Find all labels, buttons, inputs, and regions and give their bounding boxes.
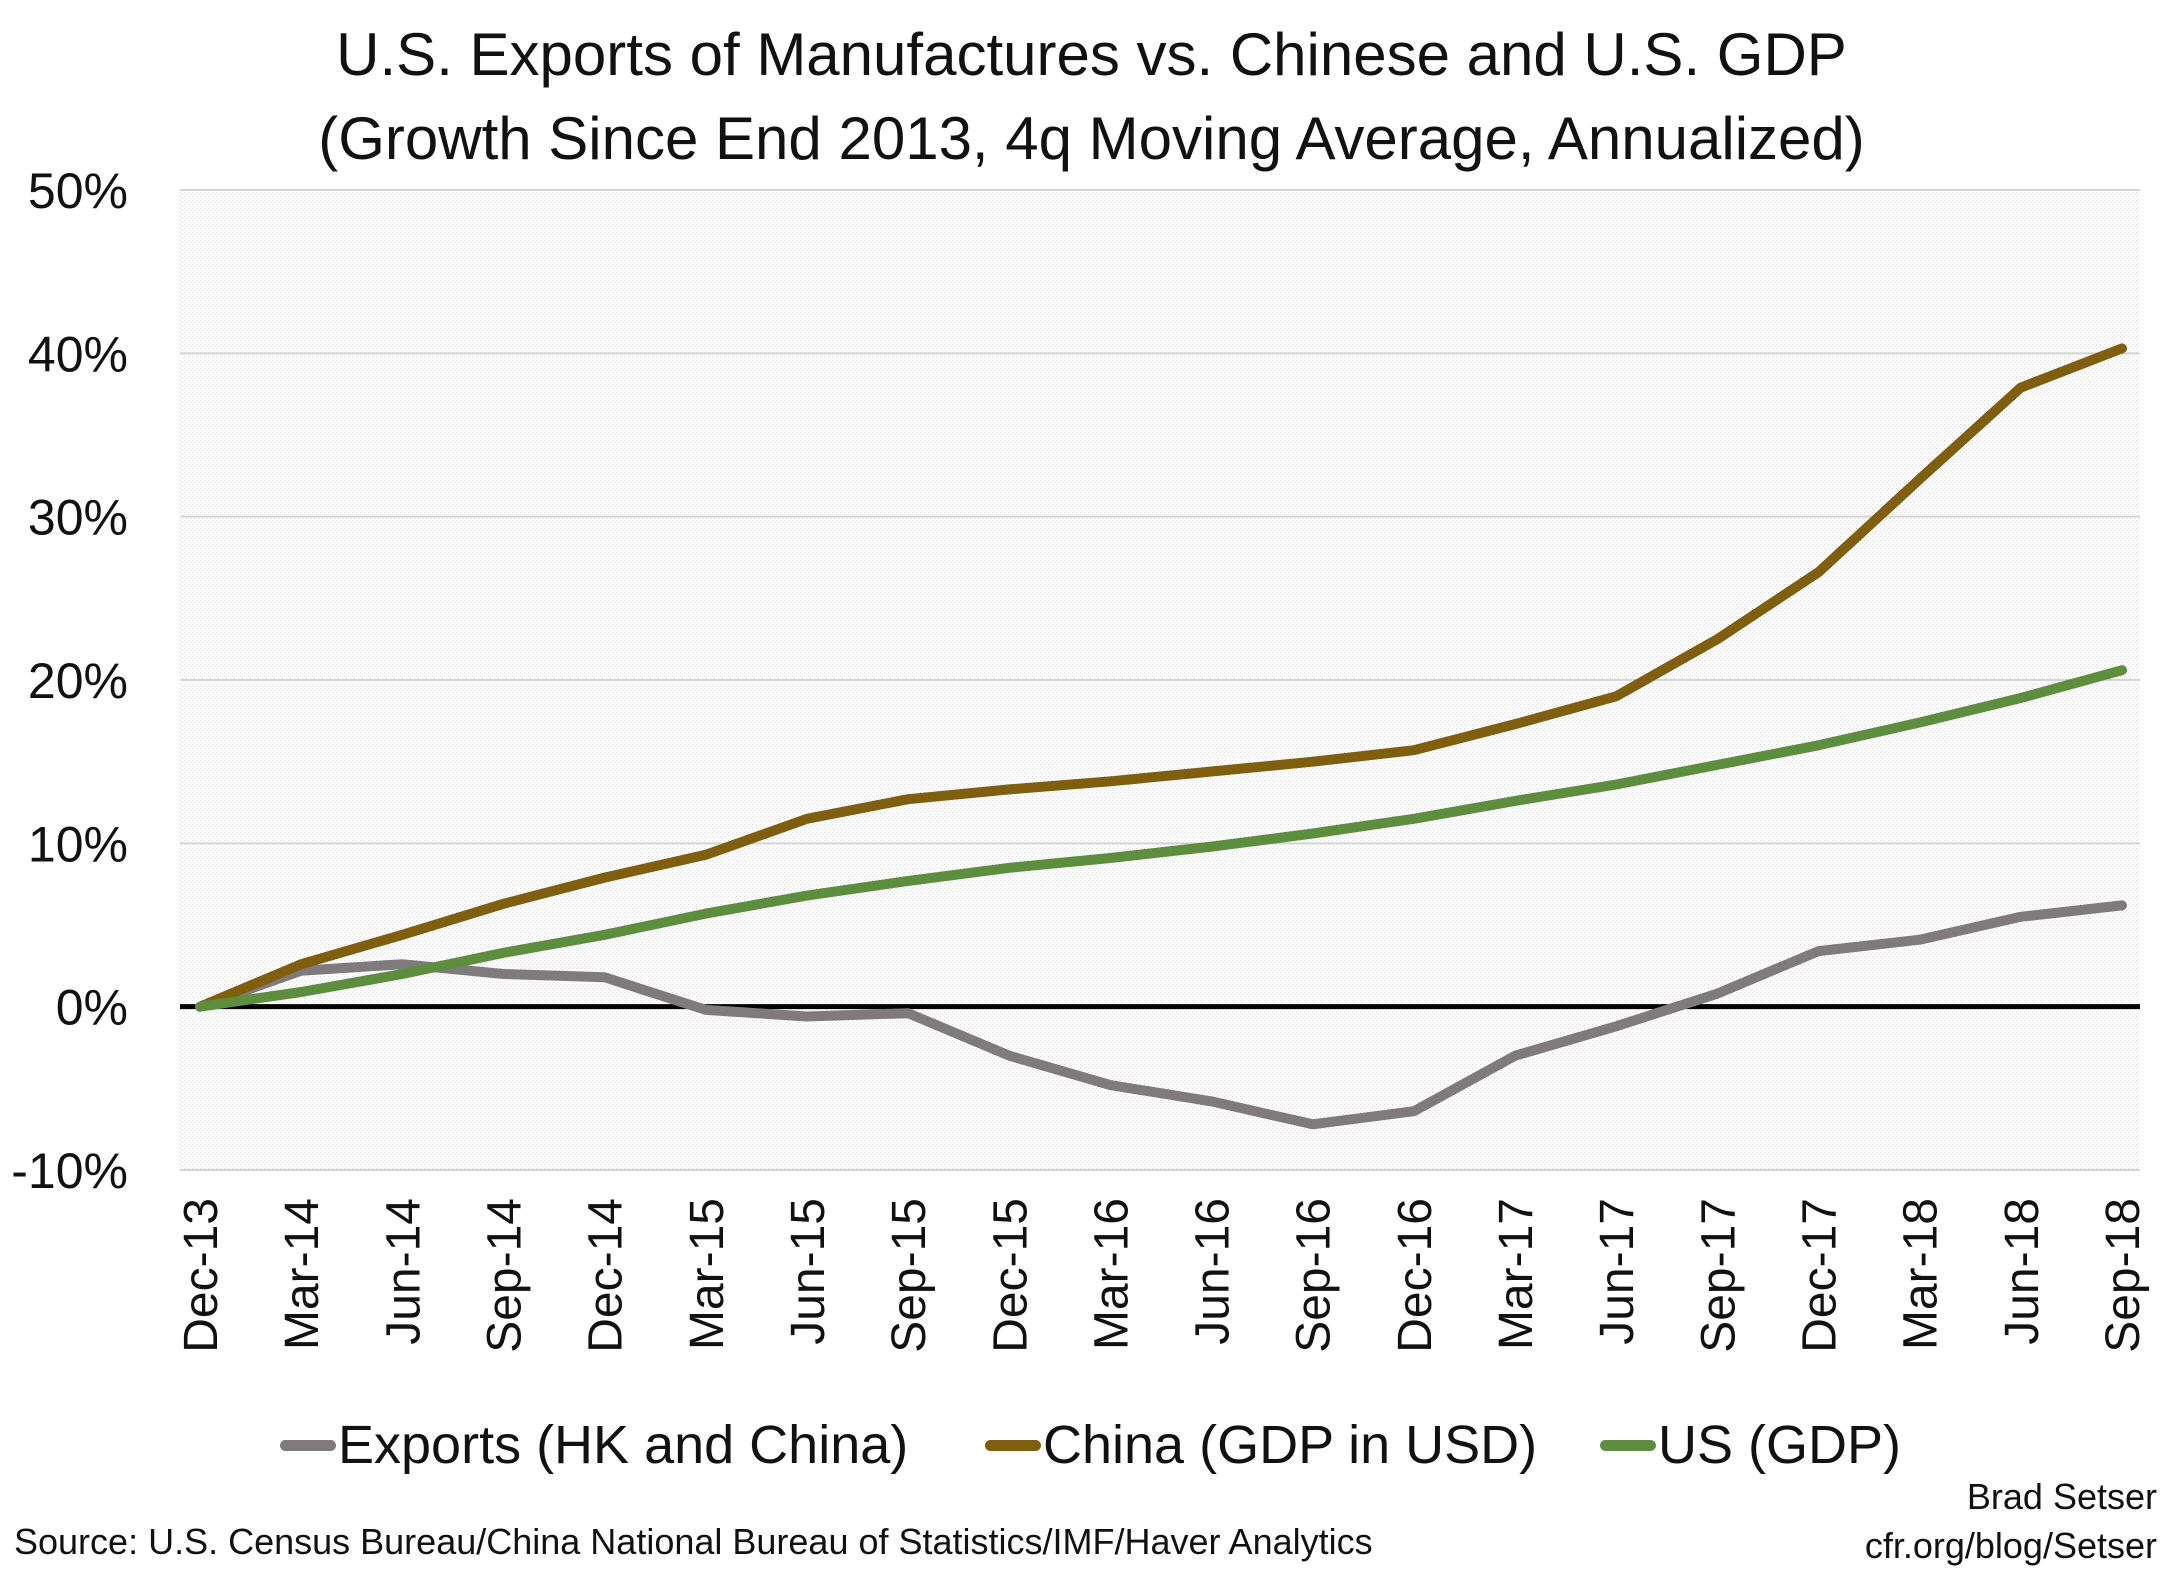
- y-tick-label: -10%: [11, 1143, 128, 1199]
- x-tick-label: Sep-18: [2097, 1198, 2150, 1353]
- legend-label-exports: Exports (HK and China): [338, 1415, 909, 1475]
- series-line-1: [195, 900, 2127, 1130]
- legend-item-us: US (GDP): [1600, 1410, 1901, 1480]
- x-tick-label: Mar-18: [1895, 1198, 1948, 1350]
- x-tick-label: Mar-14: [276, 1198, 329, 1350]
- x-tick-label: Mar-15: [681, 1198, 734, 1350]
- legend-label-us: US (GDP): [1658, 1415, 1901, 1475]
- gridlines: [180, 189, 2140, 1171]
- x-tick-label: Dec-14: [580, 1198, 633, 1353]
- legend-label-china: China (GDP in USD): [1043, 1415, 1538, 1475]
- x-tick-label: Jun-14: [377, 1198, 430, 1345]
- y-axis: 50% 40% 30% 20% 10% 0% -10%: [11, 163, 128, 1199]
- y-tick-label: 40%: [28, 326, 128, 382]
- y-tick-label: 30%: [28, 490, 128, 546]
- series-line-2: [195, 343, 2127, 1012]
- x-tick-label: Dec-17: [1794, 1198, 1847, 1353]
- x-tick-label: Jun-18: [1996, 1198, 2049, 1345]
- x-tick-label: Sep-17: [1692, 1198, 1745, 1353]
- x-tick-label: Jun-15: [782, 1198, 835, 1345]
- x-tick-label: Jun-17: [1591, 1198, 1644, 1345]
- x-axis: Dec-13 Mar-14 Jun-14 Sep-14 Dec-14 Mar-15 Jun-…: [175, 1198, 2150, 1353]
- x-tick-label: Mar-16: [1085, 1198, 1138, 1350]
- x-tick-label: Sep-16: [1288, 1198, 1341, 1353]
- y-tick-label: 20%: [28, 653, 128, 709]
- x-tick-label: Jun-16: [1187, 1198, 1240, 1345]
- legend-swatch-us: [1600, 1439, 1656, 1451]
- author-credit: Brad Setser: [1966, 1476, 2157, 1517]
- x-tick-label: Dec-16: [1389, 1198, 1442, 1353]
- legend-swatch-china: [985, 1439, 1041, 1451]
- chart-title: U.S. Exports of Manufactures vs. Chinese…: [336, 21, 1847, 88]
- legend-item-china: China (GDP in USD): [985, 1410, 1537, 1480]
- y-tick-label: 50%: [28, 163, 128, 219]
- source-note: Source: U.S. Census Bureau/China Nationa…: [14, 1521, 1373, 1562]
- chart-subtitle: (Growth Since End 2013, 4q Moving Averag…: [318, 105, 1865, 172]
- x-tick-label: Dec-13: [175, 1198, 228, 1353]
- series-line-3: [195, 665, 2127, 1012]
- x-tick-label: Sep-14: [478, 1198, 531, 1353]
- legend-item-exports: Exports (HK and China): [280, 1410, 908, 1480]
- series-lines: [195, 343, 2127, 1130]
- legend-swatch-exports: [280, 1439, 336, 1451]
- blog-url: cfr.org/blog/Setser: [1864, 1525, 2157, 1566]
- y-tick-label: 10%: [28, 816, 128, 872]
- x-tick-label: Dec-15: [984, 1198, 1037, 1353]
- x-tick-label: Sep-15: [883, 1198, 936, 1353]
- legend: Exports (HK and China) China (GDP in USD…: [0, 1410, 2183, 1480]
- y-tick-label: 0%: [56, 980, 128, 1036]
- x-tick-label: Mar-17: [1490, 1198, 1543, 1350]
